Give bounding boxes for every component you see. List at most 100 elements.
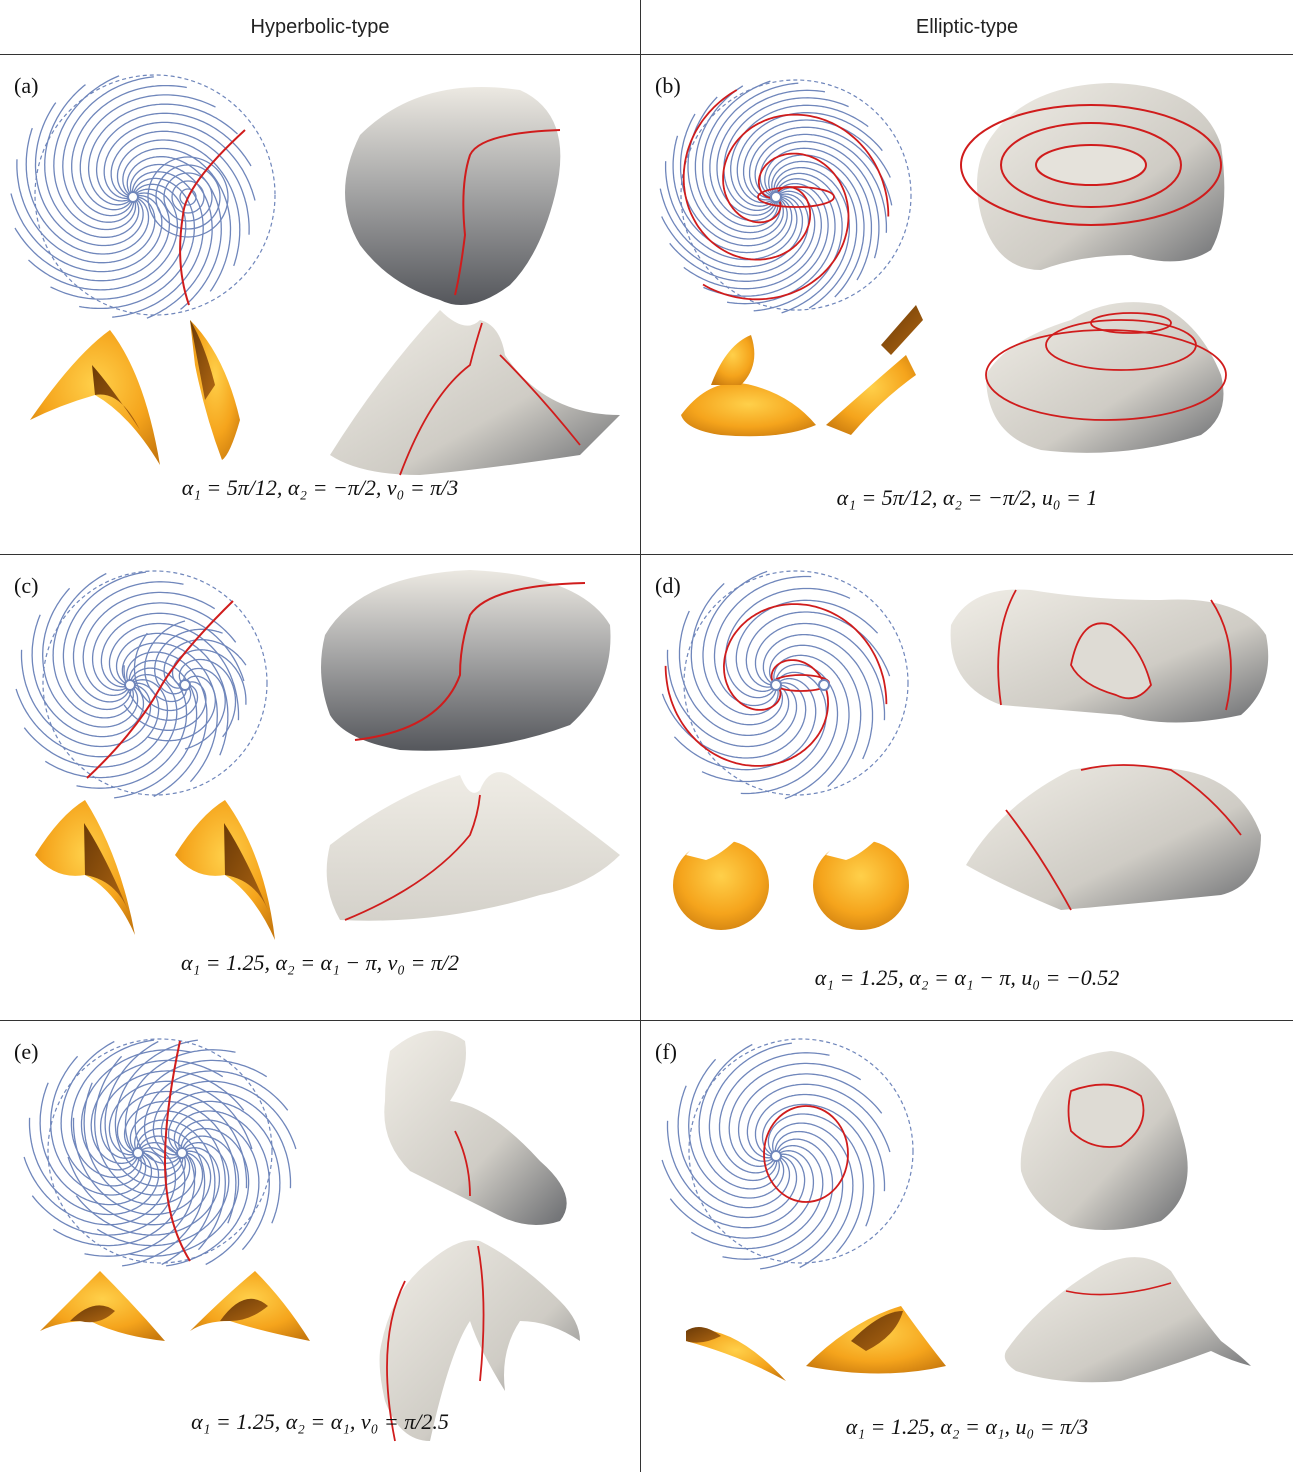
spiral-line: [94, 1055, 191, 1196]
spiral-line: [659, 188, 804, 268]
panel-a: (a) α₁ = 5π/12, α₂ = −π/2, v₀ = π/3: [0, 55, 640, 554]
red-curve: [702, 152, 850, 301]
spiral-line: [83, 1082, 197, 1206]
spiral-line: [116, 139, 241, 267]
panel-d-label: (d): [655, 573, 681, 598]
spiral-line: [666, 649, 798, 748]
spiral-line: [67, 1150, 212, 1226]
spiral-plot: [15, 570, 268, 799]
spiral-line: [183, 667, 226, 750]
spiral-line: [44, 84, 140, 238]
spiral-line: [708, 1042, 792, 1182]
spiral-line: [110, 130, 250, 235]
spiral-line: [72, 581, 184, 703]
orange-shapes: [681, 305, 923, 437]
spiral-line: [25, 127, 150, 255]
spiral-line: [768, 644, 862, 788]
spiral-line: [31, 614, 145, 738]
spiral-line: [740, 663, 839, 795]
spiral-line: [709, 82, 799, 222]
spiral-line: [122, 147, 232, 292]
panel-a-figure: [10, 74, 620, 476]
spiral-line: [91, 602, 237, 691]
spiral-line: [661, 682, 807, 759]
spiral-line: [87, 103, 238, 206]
spiral-line: [703, 182, 829, 297]
spiral-line: [123, 681, 207, 731]
spiral-line: [716, 89, 825, 216]
spiral-line: [718, 1052, 830, 1174]
orange-shapes: [673, 832, 909, 930]
spiral-line: [167, 1100, 281, 1224]
spiral-line: [171, 649, 247, 705]
spiral-line: [768, 154, 865, 298]
spiral-line: [722, 1138, 834, 1260]
spiral-line: [760, 1130, 844, 1270]
surface-top: [345, 87, 561, 305]
spiral-line: [114, 1039, 198, 1179]
surface-bottom: [379, 1240, 580, 1442]
surface-top: [321, 570, 611, 751]
spiral-line: [124, 1049, 236, 1171]
spiral-line: [14, 192, 171, 282]
spiral-line: [742, 119, 891, 201]
orange-shapes: [30, 320, 240, 465]
spiral-line: [677, 1085, 791, 1209]
surface-bottom: [966, 764, 1261, 911]
spiral-line: [690, 1144, 824, 1250]
red-curve: [682, 89, 812, 261]
panel-b-formula: α₁ = 5π/12, α₂ = −π/2, u₀ = 1: [836, 485, 1098, 510]
panel-e-figure: [23, 1030, 580, 1442]
header-divider: [0, 54, 1293, 55]
spiral-line: [694, 85, 781, 234]
spiral-line: [144, 620, 187, 703]
spiral-line: [28, 1117, 160, 1216]
spiral-line: [678, 610, 790, 737]
panel-b-figure: [659, 79, 1227, 453]
red-curve: [722, 603, 888, 711]
row-divider-2: [0, 1020, 1293, 1021]
spiral-line: [664, 161, 798, 261]
panel-f-label: (f): [655, 1039, 677, 1064]
spiral-line: [52, 1141, 186, 1247]
spiral-line: [134, 1059, 268, 1165]
spiral-line: [728, 1062, 862, 1168]
spiral-plot: [10, 74, 276, 319]
column-header-elliptic: Elliptic-type: [915, 15, 1019, 38]
spiral-line: [44, 673, 178, 779]
surface-top: [1020, 1051, 1188, 1230]
spiral-line: [672, 135, 793, 254]
spiral-line: [761, 1103, 875, 1227]
ring-line: [155, 164, 221, 230]
panel-f-formula: α₁ = 1.25, α₂ = α₁, u₀ = π/3: [845, 1414, 1089, 1439]
spiral-line: [108, 1080, 253, 1156]
red-curve: [722, 113, 890, 224]
spiral-line: [23, 1150, 168, 1226]
panel-c-formula: α₁ = 1.25, α₂ = α₁ − π, v₀ = π/2: [180, 950, 460, 975]
spiral-line: [746, 1083, 891, 1159]
spiral-line: [71, 84, 187, 217]
orange-shapes: [40, 1271, 310, 1341]
spiral-line: [666, 1120, 798, 1219]
spiral-line: [735, 599, 879, 693]
spiral-line: [702, 570, 779, 716]
orange-shapes: [686, 1306, 946, 1381]
panel-d-formula: α₁ = 1.25, α₂ = α₁ − π, u₀ = −0.52: [814, 965, 1120, 990]
spiral-line: [679, 113, 788, 247]
panel-b: (b) α₁ = 5π/12, α₂ = −π/2, u₀ = 1: [641, 55, 1293, 554]
spiral-line: [762, 633, 874, 760]
spiral-line: [147, 675, 216, 742]
row-divider-1: [0, 554, 1293, 555]
spiral-line: [121, 642, 218, 783]
spiral-line: [133, 632, 192, 712]
surface-bottom: [1004, 1257, 1251, 1383]
surface-bottom: [985, 302, 1227, 453]
spiral-line: [123, 665, 199, 721]
spiral-line: [163, 639, 247, 689]
spiral-line: [773, 166, 850, 314]
spiral-line: [173, 1110, 270, 1251]
spiral-line: [42, 587, 139, 728]
spiral-line: [96, 1141, 230, 1247]
spiral-line: [713, 575, 812, 707]
spiral-line: [82, 591, 216, 697]
